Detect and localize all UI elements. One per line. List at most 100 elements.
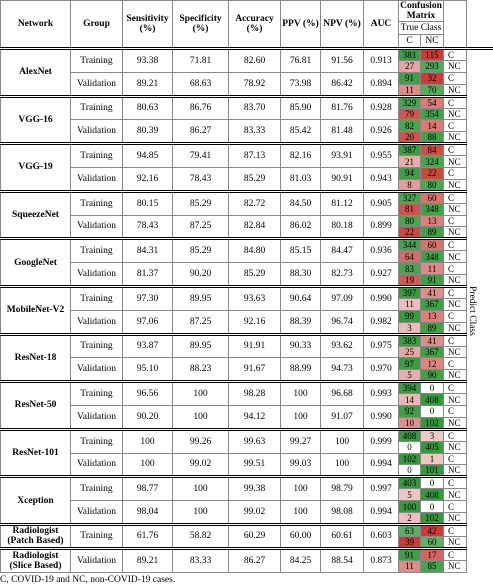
metric-cell: 92.16 [123, 167, 173, 191]
confusion-cell: 0 [421, 501, 444, 513]
metric-cell: 81.03 [281, 167, 321, 191]
network-name: GoogleNet [1, 239, 71, 287]
header-cell [467, 1, 493, 49]
metric-cell: 98.77 [123, 477, 173, 501]
metric-cell: 92.16 [229, 310, 281, 334]
predict-label: C [444, 167, 467, 179]
header-cell: Sensitivity (%) [123, 1, 173, 49]
predict-label: NC [444, 394, 467, 406]
group-cell: Validation [71, 501, 123, 525]
confusion-cell: 383 [399, 334, 421, 346]
header-cell: Specificity (%) [173, 1, 229, 49]
metric-cell: 86.76 [173, 96, 229, 120]
confusion-cell: 5 [399, 370, 421, 382]
group-cell: Validation [71, 548, 123, 572]
metric-cell: 100 [281, 405, 321, 429]
metric-cell: 88.23 [173, 358, 229, 382]
metric-cell: 100 [173, 477, 229, 501]
predict-label: NC [444, 560, 467, 572]
metric-cell: 96.56 [123, 382, 173, 406]
confusion-cell: 83 [399, 263, 421, 275]
network-name: ResNet-101 [1, 429, 71, 477]
confusion-cell: 54 [421, 96, 444, 108]
metric-cell: 99.63 [229, 429, 281, 453]
confusion-cell: 85 [421, 560, 444, 572]
metric-cell: 100 [173, 382, 229, 406]
confusion-cell: 115 [421, 49, 444, 61]
group-cell: Training [71, 382, 123, 406]
network-name: Radiologist (Slice Based) [1, 548, 71, 572]
metric-cell: 100 [281, 501, 321, 525]
predict-label: C [444, 405, 467, 417]
predict-label: NC [444, 132, 467, 144]
metric-cell: 82.72 [229, 191, 281, 215]
metric-cell: 0.899 [364, 215, 399, 239]
network-name: ResNet-18 [1, 334, 71, 382]
metric-cell: 0.975 [364, 334, 399, 358]
metric-cell: 0.936 [364, 239, 399, 263]
predict-label: NC [444, 251, 467, 263]
group-cell: Training [71, 524, 123, 548]
metric-cell: 0.994 [364, 453, 399, 477]
confusion-cell: 11 [399, 84, 421, 96]
header-cell: Accuracy (%) [229, 1, 281, 49]
confusion-cell: 20 [399, 132, 421, 144]
confusion-cell: 11 [421, 263, 444, 275]
confusion-cell: 348 [421, 251, 444, 263]
metric-cell: 91.56 [321, 49, 364, 73]
predict-label: C [444, 263, 467, 275]
predict-label: C [444, 286, 467, 298]
metric-cell: 0.905 [364, 191, 399, 215]
network-name: VGG-19 [1, 144, 71, 192]
header-cell: PPV (%) [281, 1, 321, 49]
confusion-cell: 100 [399, 501, 421, 513]
metric-cell: 93.38 [123, 49, 173, 73]
predict-class-label: Predict Class [467, 286, 477, 336]
confusion-cell: 387 [399, 144, 421, 156]
confusion-cell: 97 [399, 358, 421, 370]
metric-cell: 82.16 [281, 144, 321, 168]
metric-cell: 86.02 [281, 215, 321, 239]
metric-cell: 80.39 [123, 120, 173, 144]
predict-label: C [444, 215, 467, 227]
confusion-cell: 60 [421, 191, 444, 203]
confusion-cell: 403 [399, 477, 421, 489]
header-cell: NC [421, 35, 444, 49]
metric-cell: 99.03 [281, 453, 321, 477]
confusion-cell: 41 [421, 334, 444, 346]
network-name: Xception [1, 477, 71, 525]
metric-cell: 0.927 [364, 263, 399, 287]
predict-label: NC [444, 417, 467, 429]
predict-label: NC [444, 536, 467, 548]
metric-cell: 80.18 [321, 215, 364, 239]
predict-label: NC [444, 84, 467, 96]
header-cell: Confusion Matrix [399, 1, 444, 22]
metric-cell: 94.12 [229, 405, 281, 429]
metric-cell: 84.80 [229, 239, 281, 263]
confusion-cell: 293 [421, 61, 444, 73]
network-name: SqueezeNet [1, 191, 71, 239]
metric-cell: 99.38 [229, 477, 281, 501]
metric-cell: 88.39 [281, 310, 321, 334]
confusion-cell: 60 [421, 536, 444, 548]
metric-cell: 100 [281, 382, 321, 406]
confusion-cell: 408 [399, 429, 421, 441]
confusion-cell: 91 [421, 274, 444, 286]
group-cell: Validation [71, 215, 123, 239]
metric-cell: 100 [321, 429, 364, 453]
metric-cell: 89.21 [123, 548, 173, 572]
metric-cell: 83.33 [173, 548, 229, 572]
metric-cell: 94.73 [321, 358, 364, 382]
header-cell: Network [1, 1, 71, 49]
metric-cell: 85.90 [281, 96, 321, 120]
confusion-cell: 1 [421, 453, 444, 465]
metric-cell: 85.42 [281, 120, 321, 144]
metric-cell: 98.79 [321, 477, 364, 501]
metric-cell: 90.64 [281, 286, 321, 310]
